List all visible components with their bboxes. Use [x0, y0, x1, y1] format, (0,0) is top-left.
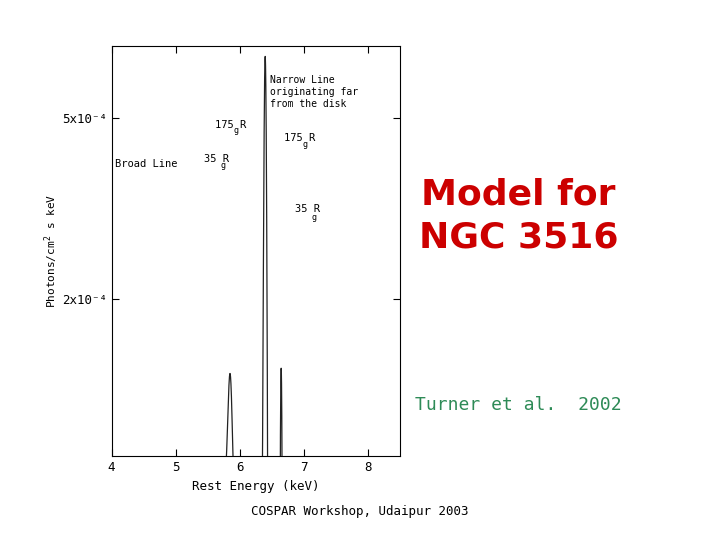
- Text: 35 R: 35 R: [295, 204, 320, 214]
- Text: g: g: [303, 140, 308, 149]
- Text: COSPAR Workshop, Udaipur 2003: COSPAR Workshop, Udaipur 2003: [251, 505, 469, 518]
- Text: Turner et al.  2002: Turner et al. 2002: [415, 396, 621, 414]
- Text: Broad Line: Broad Line: [114, 159, 177, 169]
- Text: Narrow Line
originating far
from the disk: Narrow Line originating far from the dis…: [270, 76, 359, 109]
- Text: 35 R: 35 R: [204, 154, 230, 164]
- Text: 175 R: 175 R: [284, 133, 315, 143]
- Text: Model for
NGC 3516: Model for NGC 3516: [418, 177, 618, 255]
- Text: g: g: [234, 126, 239, 136]
- X-axis label: Rest Energy (keV): Rest Energy (keV): [192, 480, 320, 492]
- Y-axis label: Photons/cm$^2$ s keV: Photons/cm$^2$ s keV: [42, 194, 60, 308]
- Text: 175 R: 175 R: [215, 120, 246, 130]
- Text: g: g: [311, 213, 316, 222]
- Text: g: g: [220, 161, 225, 170]
